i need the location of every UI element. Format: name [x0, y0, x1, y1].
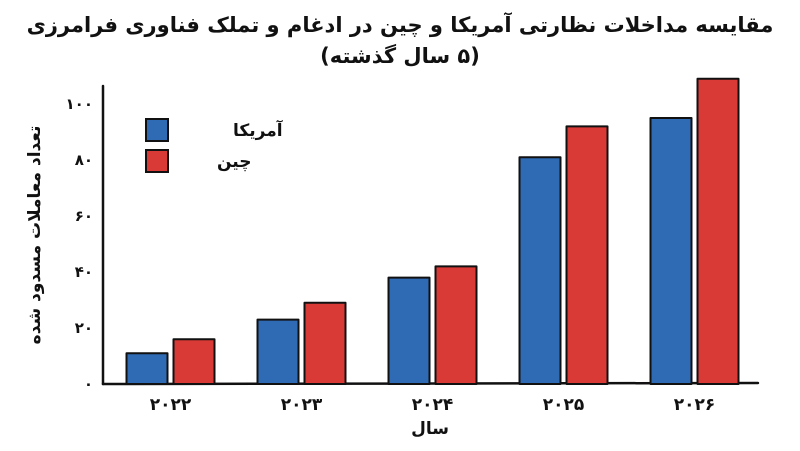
y-tick-label: ۶۰ [75, 207, 93, 225]
y-tick-labels: ۰ ۲۰ ۴۰ ۶۰ ۸۰ ۱۰۰ [66, 95, 93, 393]
x-tick-label: ۲۰۲۲ [150, 395, 192, 415]
bar-usa-0 [125, 352, 169, 386]
y-tick-label: ۸۰ [75, 151, 93, 169]
bar-usa-1 [256, 318, 300, 386]
x-tick-label: ۲۰۲۵ [543, 395, 585, 415]
x-tick-labels: ۲۰۲۲ ۲۰۲۳ ۲۰۲۴ ۲۰۲۵ ۲۰۲۶ [150, 395, 716, 415]
y-tick-label: ۰ [84, 375, 93, 393]
y-tick-label: ۲۰ [75, 319, 93, 337]
bar-china-0 [172, 338, 216, 386]
x-tick-label: ۲۰۲۴ [412, 395, 454, 415]
x-tick-label: ۲۰۲۶ [674, 395, 716, 415]
legend-label-china: چین [217, 152, 252, 172]
legend-label-usa: آمریکا [233, 119, 284, 141]
chart-title: مقایسه مداخلات نظارتی آمریکا و چین در اد… [27, 12, 774, 37]
legend-swatch-usa [145, 118, 169, 142]
y-axis-label: تعداد معاملات مسدود شده [25, 126, 45, 345]
y-tick-label: ۱۰۰ [66, 95, 93, 113]
bar-usa-3 [518, 156, 562, 385]
chart-subtitle: (۵ سال گذشته) [320, 43, 480, 68]
bar-china-3 [565, 125, 609, 386]
legend: آمریکا چین [145, 118, 284, 173]
bar-china-2 [434, 265, 478, 385]
bar-usa-2 [387, 276, 431, 386]
x-axis-label: سال [411, 419, 449, 439]
bar-usa-4 [649, 117, 693, 385]
legend-swatch-china [145, 149, 169, 173]
y-tick-label: ۴۰ [75, 263, 93, 281]
bar-china-4 [696, 77, 740, 386]
bars-group [125, 77, 740, 386]
bar-china-1 [303, 301, 347, 385]
x-tick-label: ۲۰۲۳ [281, 395, 323, 415]
